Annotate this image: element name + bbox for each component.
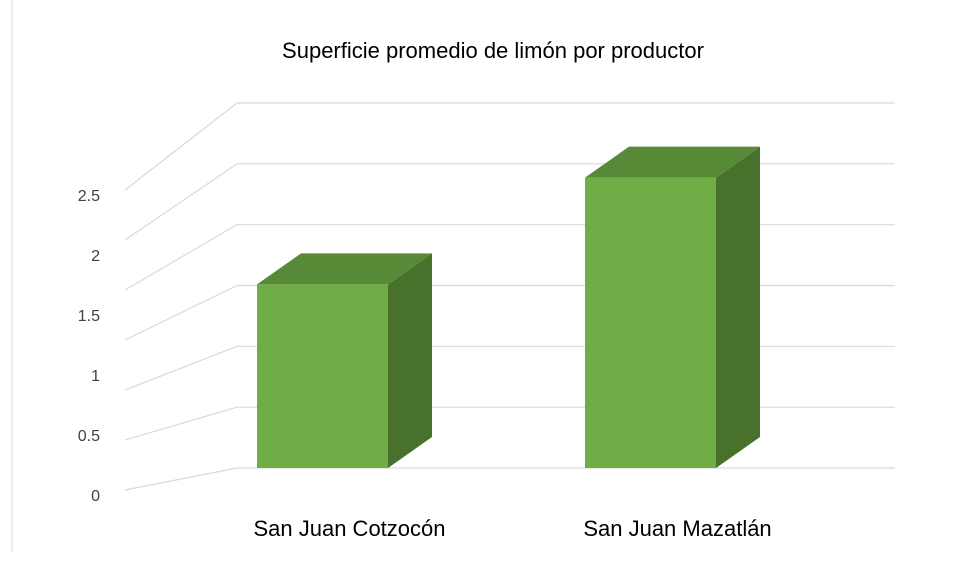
grid-line	[124, 224, 238, 291]
grid-line	[124, 163, 238, 241]
y-tick-label: 1.5	[78, 308, 100, 325]
y-tick-label: 0	[91, 488, 100, 505]
bar-top	[585, 146, 760, 178]
grid-line	[124, 284, 238, 341]
grid-line	[124, 345, 238, 391]
chart-title: Superficie promedio de limón por product…	[282, 38, 704, 63]
y-tick-label: 2.5	[78, 188, 100, 205]
bar	[257, 284, 388, 468]
x-tick-label: San Juan Mazatlán	[583, 516, 771, 541]
y-tick-label: 1	[91, 368, 100, 385]
bar-side	[388, 253, 432, 468]
grid-line	[124, 406, 238, 441]
y-tick-label: 0.5	[78, 428, 100, 445]
bar-top	[257, 253, 432, 285]
x-tick-label: San Juan Cotzocón	[253, 516, 445, 541]
bar	[585, 177, 716, 468]
grid-line	[124, 467, 238, 491]
bar-side	[716, 146, 760, 468]
y-tick-label: 2	[91, 248, 100, 265]
grid-line	[124, 102, 238, 191]
